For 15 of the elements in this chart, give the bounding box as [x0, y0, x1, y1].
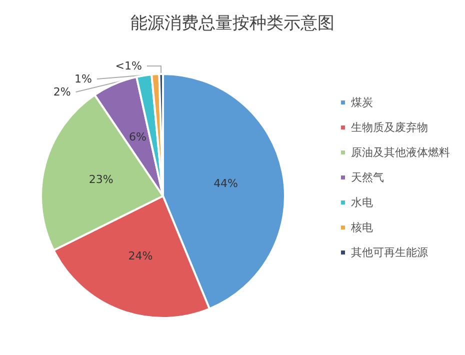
legend-label: 其他可再生能源 [351, 246, 428, 259]
legend-label: 生物质及废弃物 [351, 121, 428, 134]
data-label: 44% [214, 177, 238, 190]
legend-label: 天然气 [351, 171, 384, 184]
legend-label: 核电 [350, 221, 373, 234]
data-label: 1% [74, 72, 92, 86]
legend-label: 煤炭 [351, 96, 373, 109]
data-label: 24% [128, 249, 153, 262]
data-label: <1% [115, 60, 142, 73]
legend-label: 水电 [351, 196, 373, 209]
legend-label: 原油及其他液体燃料 [351, 146, 450, 159]
data-label: 2% [53, 86, 71, 99]
data-label: 6% [128, 130, 146, 144]
chart-title: 能源消费总量按种类示意图 [130, 14, 334, 34]
data-label: 23% [88, 173, 114, 186]
